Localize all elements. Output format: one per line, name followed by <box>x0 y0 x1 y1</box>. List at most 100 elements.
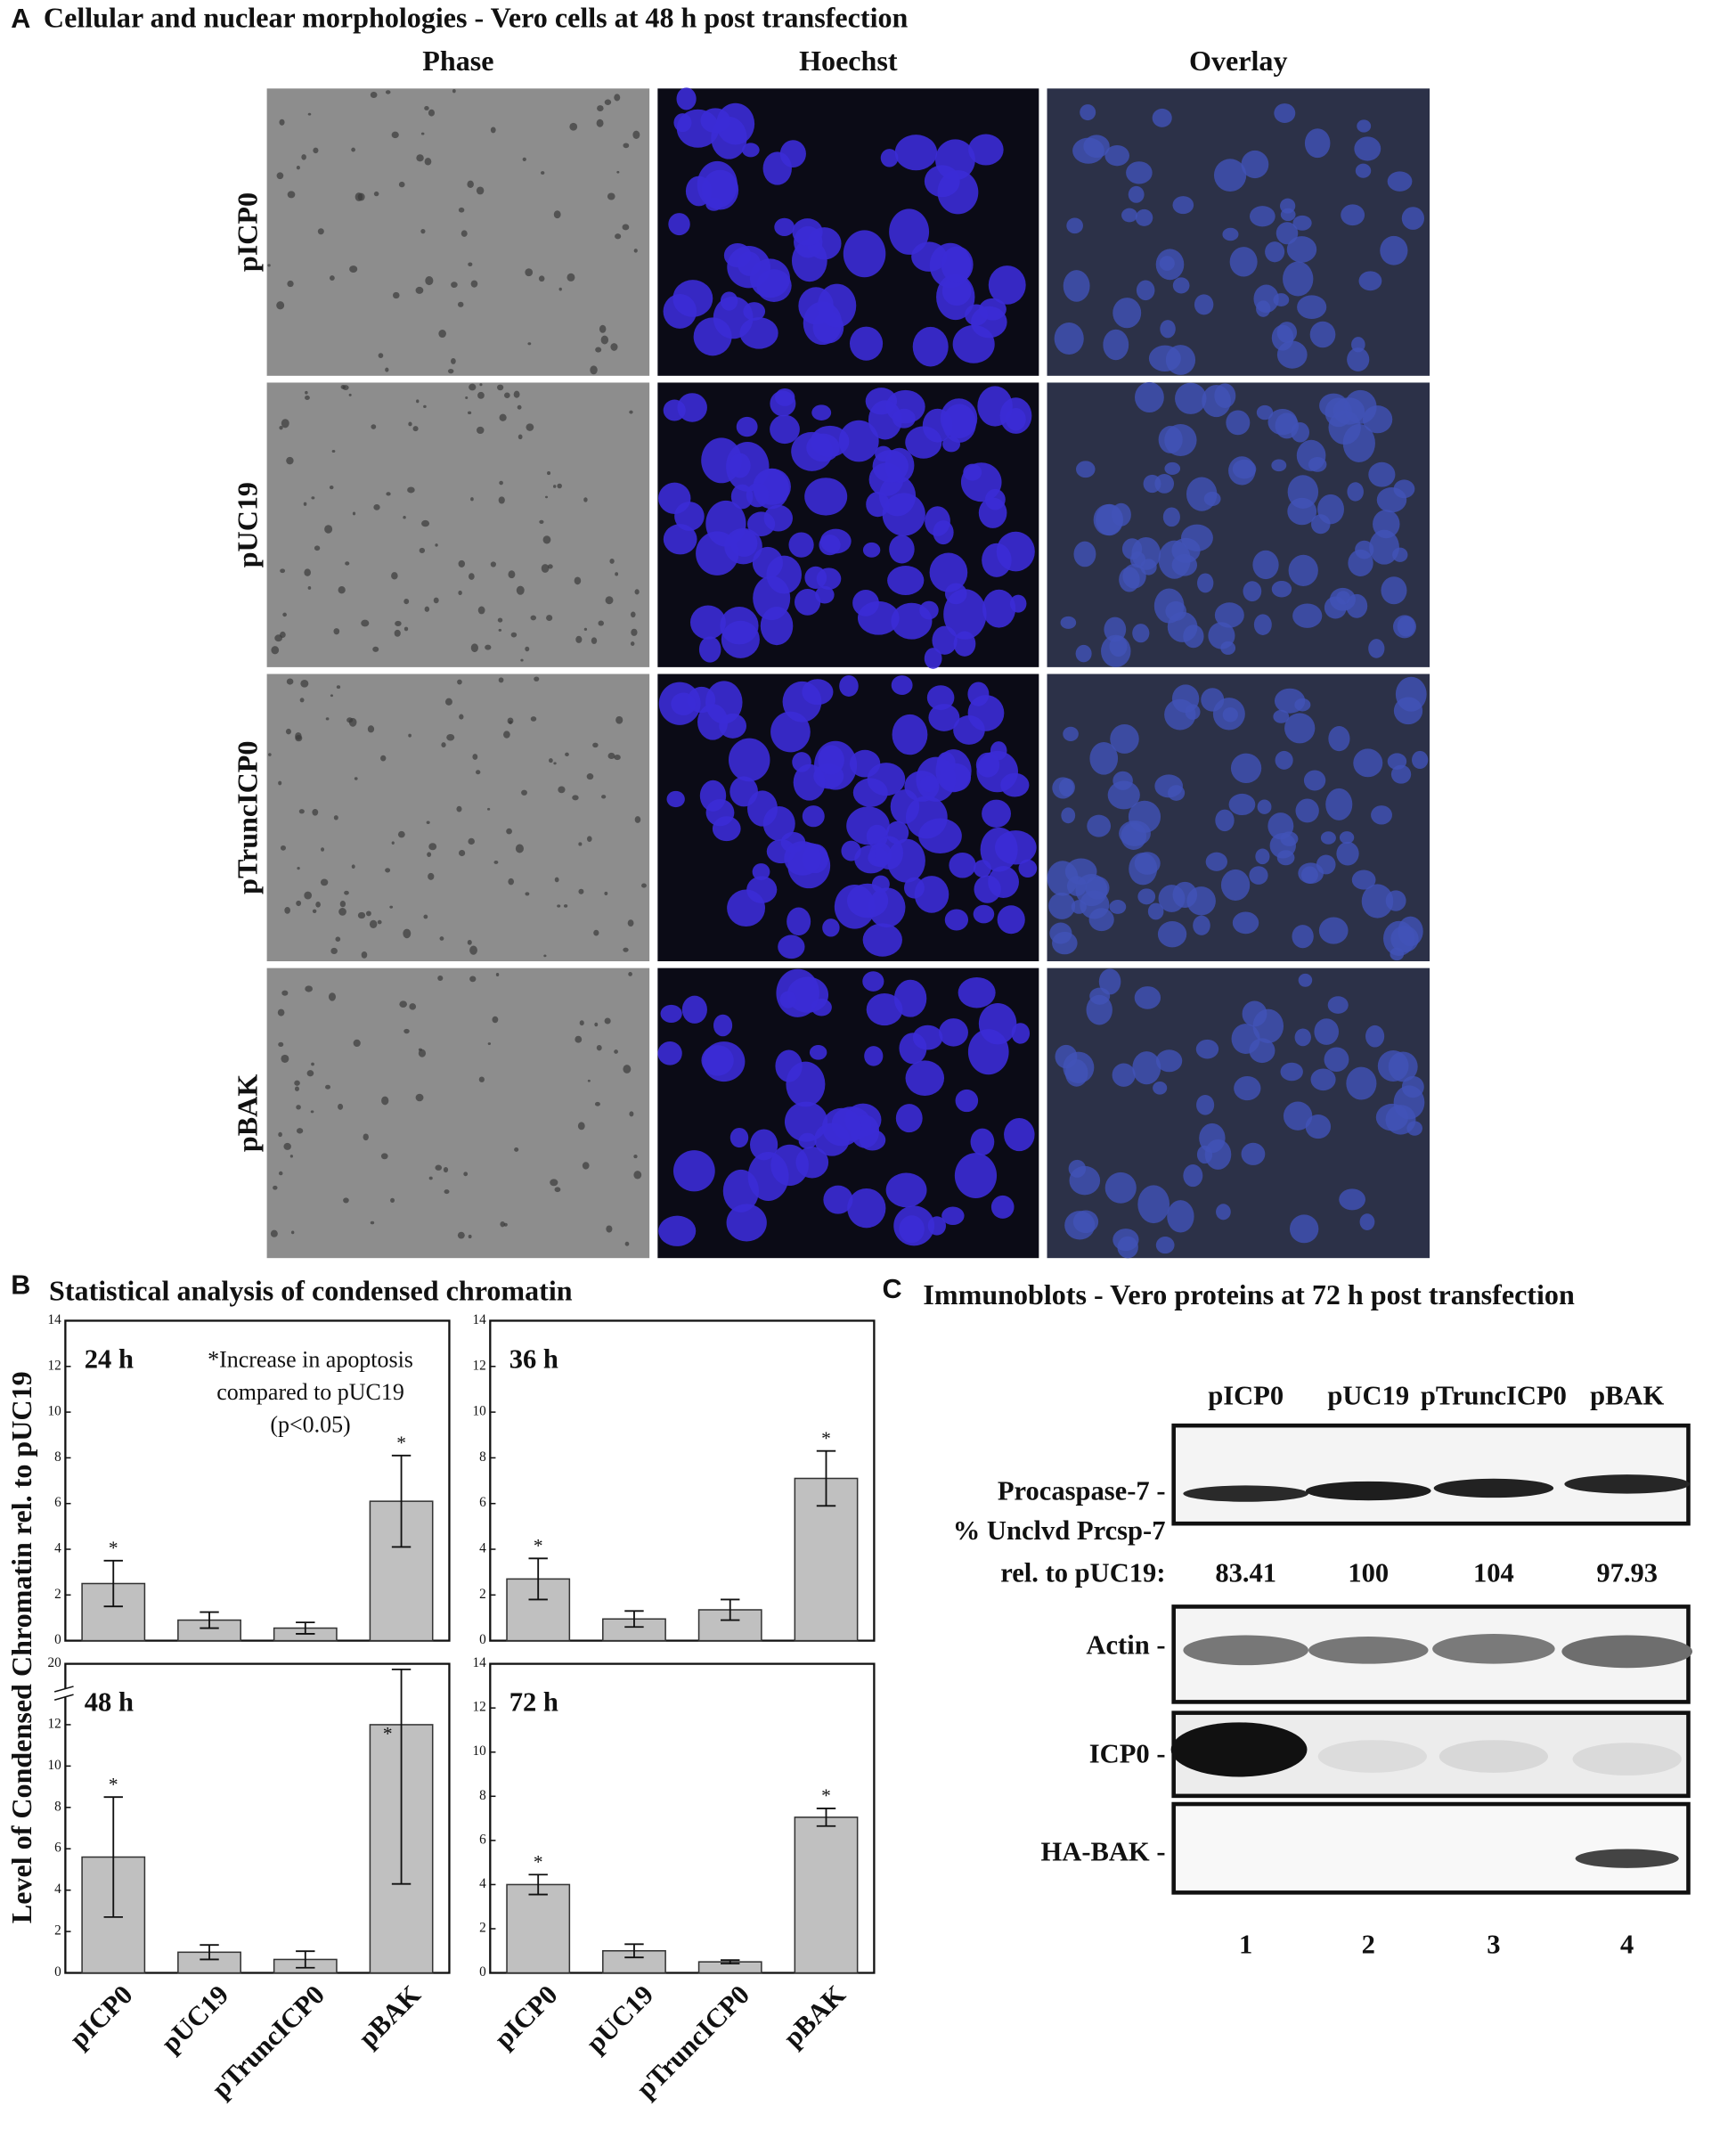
y-tick-label: 0 <box>479 1964 486 1980</box>
cell <box>333 628 340 635</box>
cell <box>416 154 424 162</box>
cell <box>370 1221 375 1225</box>
cell <box>1365 1025 1385 1048</box>
cell <box>370 92 378 98</box>
lane-number: 2 <box>1362 1930 1375 1960</box>
plot-frame <box>489 1662 876 1974</box>
cell <box>1134 852 1161 875</box>
y-tick-label: 6 <box>54 1841 61 1856</box>
cell <box>862 971 884 992</box>
cell <box>623 1065 632 1074</box>
cell <box>770 711 811 753</box>
cell <box>385 90 391 94</box>
plot-frame <box>489 1319 876 1642</box>
cell <box>468 1234 472 1239</box>
cell <box>770 1144 809 1187</box>
cell <box>420 132 425 135</box>
cell <box>296 1128 304 1134</box>
cell <box>407 486 415 494</box>
cell <box>736 416 758 437</box>
cell <box>1171 553 1198 576</box>
cell <box>554 877 559 883</box>
cell <box>439 936 444 941</box>
y-tick-label: 12 <box>48 1358 61 1373</box>
cell <box>433 597 439 604</box>
cell <box>305 395 310 400</box>
cell <box>514 1147 519 1152</box>
cell <box>982 589 1016 628</box>
cell <box>681 995 707 1024</box>
cell <box>809 1045 827 1060</box>
cell <box>294 1080 300 1086</box>
cell <box>295 735 303 742</box>
cell <box>868 400 902 440</box>
cell <box>1324 1047 1349 1073</box>
cell <box>953 715 985 745</box>
cell <box>609 559 615 564</box>
bar-charts: 0 2 4 6 8 10 12 14 24 h *Increase in apoptosis com… <box>48 1312 876 2104</box>
cell <box>349 265 358 273</box>
cell <box>1228 793 1256 816</box>
cell <box>1320 831 1336 845</box>
cell <box>658 482 691 514</box>
cell <box>1197 573 1214 593</box>
cell <box>425 275 434 286</box>
y-tick-label: 14 <box>48 1312 62 1327</box>
cell <box>1230 753 1262 783</box>
cell <box>1216 1204 1231 1221</box>
cell <box>553 762 557 765</box>
cell <box>1121 208 1137 223</box>
cell <box>307 586 312 590</box>
cell <box>905 1060 945 1096</box>
cell <box>1283 1101 1313 1131</box>
cell <box>305 390 308 395</box>
cell <box>604 1017 611 1025</box>
cell <box>1131 536 1161 570</box>
cell <box>1271 459 1287 472</box>
y-tick-label: 8 <box>54 1799 61 1814</box>
cell <box>303 502 307 506</box>
y-tick-label: 10 <box>472 1743 486 1759</box>
cell <box>542 535 551 544</box>
cell <box>1064 858 1097 885</box>
cell <box>862 923 902 957</box>
cell <box>499 413 507 421</box>
cell <box>973 904 995 924</box>
cell <box>281 990 289 996</box>
cell <box>1339 1188 1365 1211</box>
cell <box>278 780 282 786</box>
cell <box>278 1171 283 1176</box>
y-tick-label: 8 <box>479 1788 486 1803</box>
y-tick-label: 12 <box>472 1358 485 1373</box>
cell <box>348 393 352 396</box>
cell <box>919 775 939 793</box>
cell <box>475 770 481 775</box>
cell <box>271 646 280 655</box>
cell <box>526 423 534 431</box>
cell <box>515 844 524 853</box>
cell <box>444 698 452 706</box>
cell <box>1076 461 1096 478</box>
cell <box>284 906 290 914</box>
cell <box>1388 1051 1418 1082</box>
cell <box>1228 456 1256 486</box>
cell <box>1193 915 1210 935</box>
cell <box>317 228 324 235</box>
bar <box>602 1618 666 1642</box>
cell <box>595 347 602 353</box>
cell <box>1101 634 1131 668</box>
plot-frame <box>64 1319 451 1642</box>
cell <box>381 1096 389 1106</box>
cell <box>344 890 349 895</box>
cell <box>924 648 942 669</box>
cell <box>493 860 499 864</box>
cell <box>463 1172 469 1177</box>
cell <box>641 883 647 888</box>
cell <box>1381 576 1407 605</box>
cell <box>372 646 379 652</box>
cell <box>470 643 478 653</box>
cell <box>763 504 793 532</box>
cell <box>663 524 697 555</box>
cell <box>677 393 707 422</box>
cell <box>941 1206 965 1225</box>
